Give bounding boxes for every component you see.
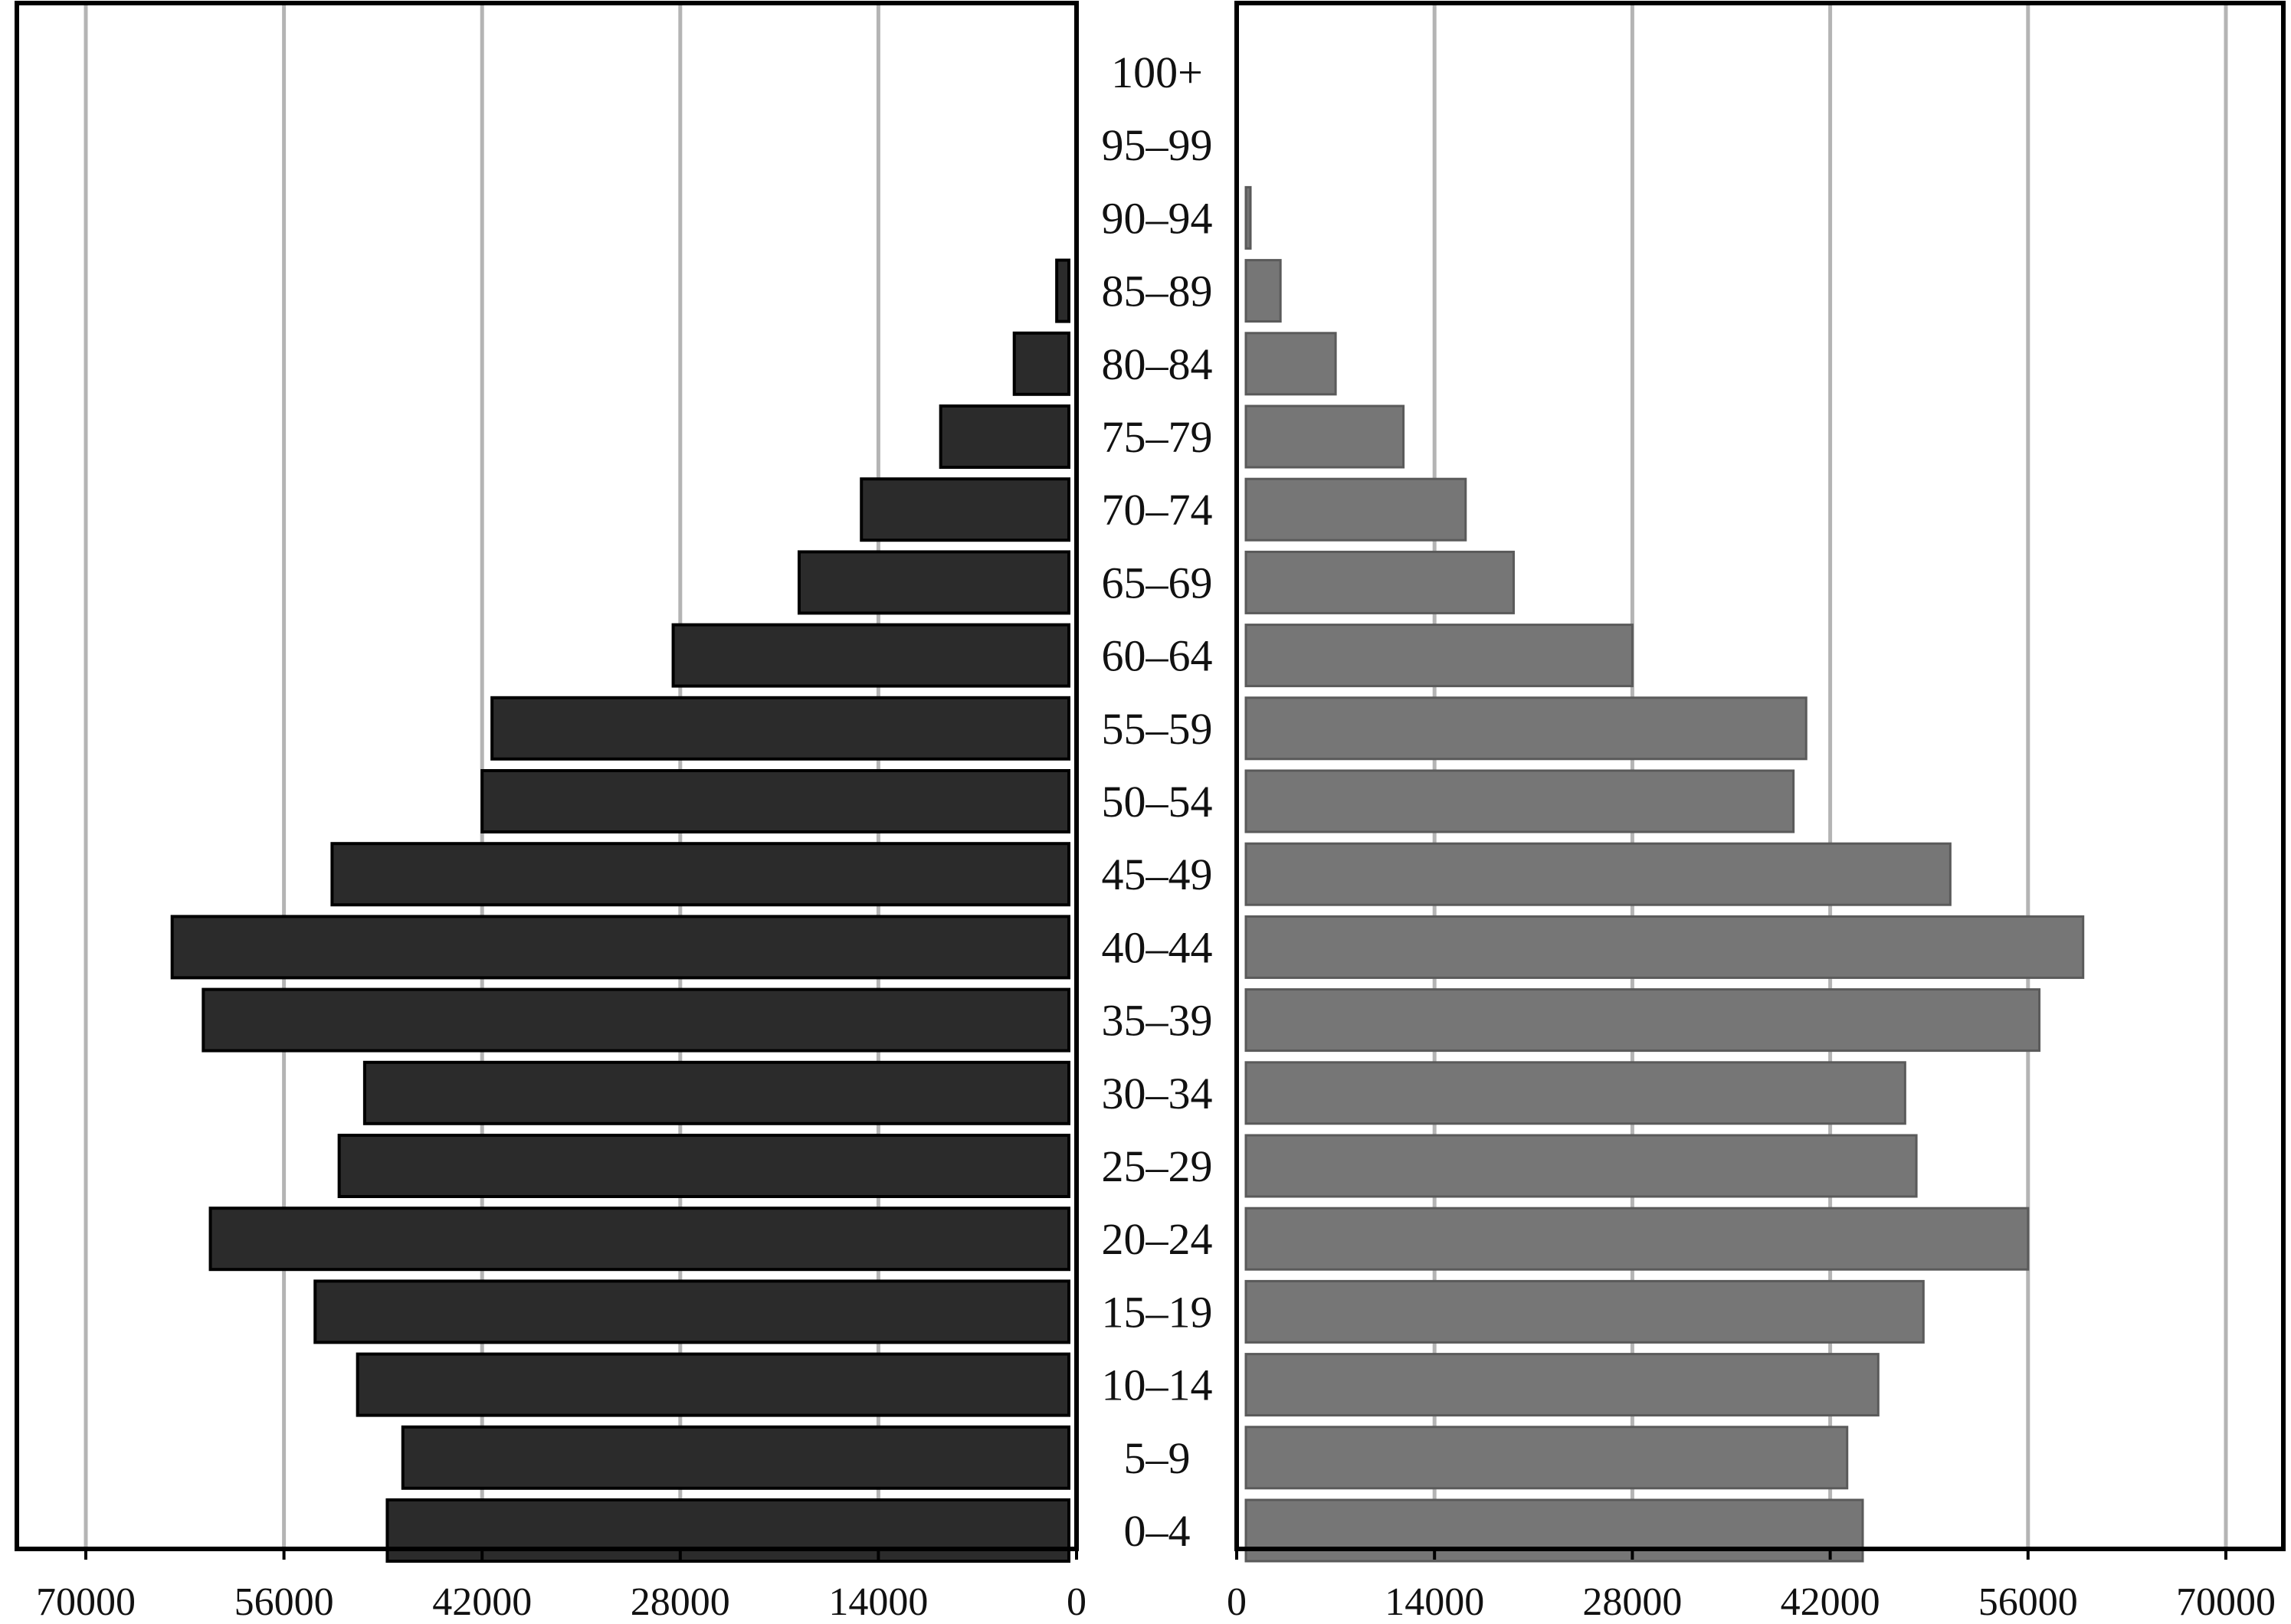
right-bar — [1244, 259, 1282, 323]
right-bar — [1244, 1353, 1880, 1417]
left-bar — [337, 1134, 1071, 1198]
left-bar — [480, 769, 1070, 833]
age-group-label: 75–79 — [1102, 412, 1213, 462]
left-bar — [797, 550, 1070, 615]
age-group-label: 15–19 — [1102, 1287, 1213, 1337]
left-x-tick-label: 28000 — [631, 1580, 730, 1620]
left-x-tick-label: 42000 — [432, 1580, 532, 1620]
left-bar — [202, 987, 1070, 1053]
right-bar — [1244, 988, 2041, 1053]
left-bar — [313, 1279, 1071, 1344]
left-bar — [860, 477, 1070, 542]
right-x-tick-label: 42000 — [1781, 1580, 1880, 1620]
age-group-label: 95–99 — [1102, 120, 1213, 170]
right-bar — [1244, 332, 1337, 396]
right-bar — [1244, 842, 1952, 906]
right-bar — [1244, 1279, 1925, 1344]
right-bar — [1244, 1061, 1906, 1125]
age-group-label: 30–34 — [1102, 1069, 1213, 1118]
age-group-label: 70–74 — [1102, 485, 1213, 535]
left-panel-frame — [15, 1, 1079, 1551]
right-panel-frame — [1234, 1, 2286, 1551]
right-x-tick-label: 56000 — [1978, 1580, 2078, 1620]
right-bar — [1244, 696, 1808, 761]
left-bar — [401, 1425, 1070, 1490]
frame-layer — [15, 1, 2286, 1560]
age-group-label: 100+ — [1111, 47, 1203, 97]
left-bar — [170, 915, 1071, 980]
right-x-tick-label: 0 — [1227, 1580, 1247, 1620]
age-group-label: 60–64 — [1102, 631, 1213, 681]
left-x-tick-label: 56000 — [234, 1580, 334, 1620]
left-x-tick-label: 70000 — [36, 1580, 136, 1620]
age-group-label: 35–39 — [1102, 996, 1213, 1046]
age-group-label: 50–54 — [1102, 777, 1213, 827]
right-bar — [1244, 1134, 1918, 1198]
left-bar — [330, 842, 1071, 907]
left-bar — [939, 404, 1071, 469]
right-bar — [1244, 550, 1515, 614]
right-x-tick-label: 70000 — [2176, 1580, 2276, 1620]
left-bar — [356, 1352, 1070, 1417]
left-bar — [671, 623, 1070, 688]
right-bar — [1244, 1498, 1864, 1563]
age-group-label: 55–59 — [1102, 704, 1213, 754]
age-group-label: 90–94 — [1102, 193, 1213, 243]
left-bar — [1012, 331, 1070, 396]
right-bar — [1244, 1426, 1849, 1490]
label-layer: 0 0 14000 14000 28000 28000 42000 42000 56000 560… — [36, 47, 2276, 1624]
right-bar — [1244, 404, 1405, 469]
age-group-label: 25–29 — [1102, 1141, 1213, 1191]
right-bar — [1244, 624, 1634, 688]
left-x-tick-label: 0 — [1067, 1580, 1087, 1620]
age-group-label: 40–44 — [1102, 922, 1213, 972]
age-group-label: 0–4 — [1124, 1506, 1191, 1556]
age-group-label: 65–69 — [1102, 558, 1213, 607]
bar-layer — [170, 185, 2085, 1563]
age-group-label: 85–89 — [1102, 267, 1213, 316]
left-bar — [1055, 258, 1071, 323]
age-group-label: 20–24 — [1102, 1214, 1213, 1264]
left-bar — [490, 696, 1070, 761]
left-bar — [208, 1207, 1070, 1272]
right-x-tick-label: 14000 — [1385, 1580, 1484, 1620]
left-x-tick-label: 14000 — [828, 1580, 928, 1620]
right-bar — [1244, 915, 2085, 979]
right-bar — [1244, 769, 1795, 833]
age-group-label: 45–49 — [1102, 850, 1213, 899]
age-group-label: 80–84 — [1102, 339, 1213, 389]
right-bar — [1244, 185, 1252, 250]
right-bar — [1244, 477, 1467, 542]
age-group-label: 5–9 — [1124, 1433, 1191, 1483]
age-group-label: 10–14 — [1102, 1360, 1213, 1410]
left-bar — [362, 1060, 1070, 1125]
right-bar — [1244, 1207, 2030, 1271]
right-x-tick-label: 28000 — [1582, 1580, 1682, 1620]
left-bar — [385, 1498, 1071, 1563]
